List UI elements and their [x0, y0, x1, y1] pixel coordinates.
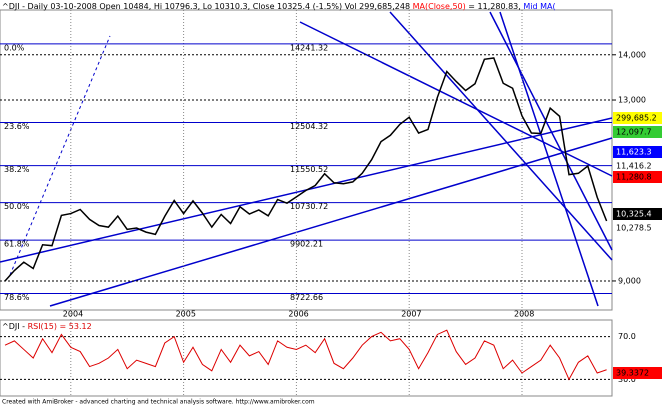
- fib-value: 12504.32: [290, 122, 328, 131]
- value-badge: [613, 208, 662, 220]
- rsi-line: [4, 329, 607, 381]
- x-tick-label: 2008: [514, 310, 534, 319]
- rsi-prefix: ^DJI -: [2, 322, 28, 331]
- rsi-pane: [0, 319, 613, 397]
- value-badge-label: 11,416.2: [616, 162, 652, 171]
- x-tick-label: 2004: [63, 310, 83, 319]
- value-badge-label: 10,325.4: [616, 210, 652, 219]
- fib-label: 50.0%: [4, 202, 30, 211]
- price-pane: [0, 9, 613, 311]
- value-badge: [613, 112, 662, 124]
- y-tick-label: 14,000: [618, 50, 646, 59]
- rsi-name: RSI(15) = 53.12: [28, 322, 92, 331]
- dashed-trend: [9, 35, 111, 276]
- chart-title: ^DJI - Daily 03-10-2008 Open 10484, Hi 1…: [2, 2, 556, 11]
- value-badge: [613, 171, 662, 183]
- value-badge-label: 11,623.3: [616, 148, 652, 157]
- fib-label: 38.2%: [4, 165, 30, 174]
- fib-value: 8722.66: [290, 293, 323, 302]
- x-tick-label: 2006: [288, 310, 308, 319]
- title-segment: MA(Close,50): [413, 2, 466, 11]
- footer: Created with AmiBroker - advanced charti…: [2, 399, 315, 406]
- value-badge: [613, 146, 662, 158]
- fib-label: 0.0%: [4, 43, 25, 52]
- fib-label: 23.6%: [4, 122, 30, 131]
- rsi-title: ^DJI - RSI(15) = 53.12: [2, 322, 92, 331]
- rsi-badge-label: 39.3372: [616, 369, 649, 378]
- y-tick-label: 9,000: [618, 276, 641, 285]
- fib-value: 10730.72: [290, 202, 328, 211]
- x-tick-label: 2005: [176, 310, 196, 319]
- title-segment: Mid MA(: [523, 2, 555, 11]
- fib-label: 78.6%: [4, 293, 30, 302]
- rsi-badge: [613, 367, 662, 379]
- value-badge: [613, 160, 662, 172]
- title-segment: = 11,280.83,: [466, 2, 524, 11]
- x-tick-label: 2007: [401, 310, 421, 319]
- title-segment: ^DJI - Daily 03-10-2008 Open 10484, Hi 1…: [2, 2, 413, 11]
- fib-value: 14241.32: [290, 43, 328, 52]
- rsi-tick-label: 30.0: [618, 375, 636, 384]
- fib-value: 11550.52: [290, 165, 328, 174]
- rsi-tick-label: 70.0: [618, 332, 636, 341]
- fib-label: 61.8%: [4, 240, 30, 249]
- price-line: [4, 57, 608, 282]
- y-tick-label: 13,000: [618, 96, 646, 105]
- value-badge-label: 12,097.7: [616, 128, 652, 137]
- value-badge-label: 299,685.2: [616, 114, 657, 123]
- value-badge: [613, 222, 662, 234]
- value-badge-label: 11,280.8: [616, 173, 652, 182]
- value-badge-label: 10,278.5: [616, 224, 652, 233]
- value-badge: [613, 126, 662, 138]
- fib-value: 9902.21: [290, 240, 323, 249]
